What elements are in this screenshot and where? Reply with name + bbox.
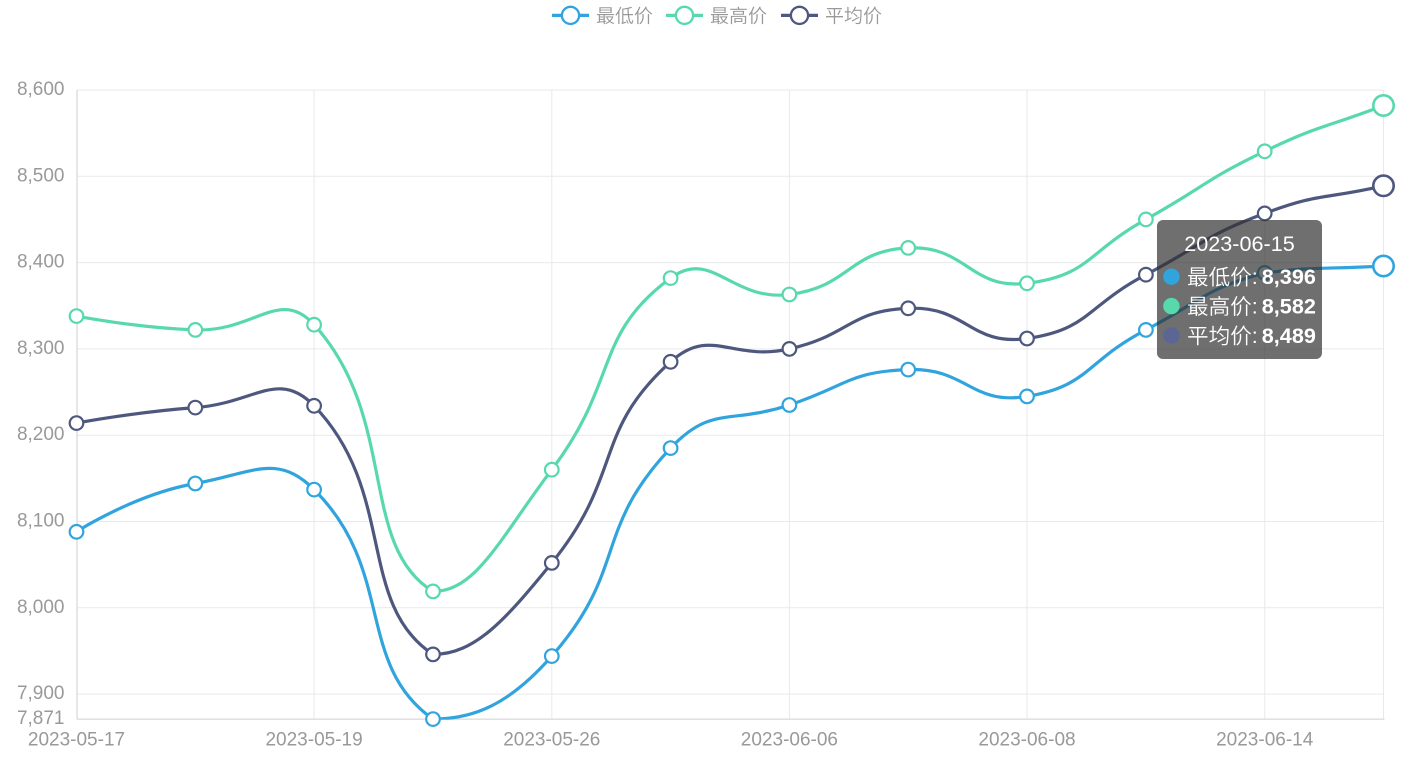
svg-text:8,489: 8,489	[1262, 323, 1316, 348]
svg-text::: :	[1252, 323, 1258, 348]
svg-text:2023-05-17: 2023-05-17	[28, 730, 125, 751]
svg-text:2023-06-14: 2023-06-14	[1216, 730, 1314, 751]
svg-text:8,000: 8,000	[17, 597, 65, 618]
svg-text:2023-06-08: 2023-06-08	[978, 730, 1075, 751]
svg-text:2023-06-15: 2023-06-15	[1184, 231, 1294, 256]
svg-text:8,600: 8,600	[17, 79, 65, 100]
svg-text:8,200: 8,200	[17, 424, 65, 445]
svg-text:7,871: 7,871	[17, 708, 65, 729]
svg-text:8,396: 8,396	[1262, 264, 1316, 289]
svg-text:8,300: 8,300	[17, 338, 65, 359]
svg-text:8,500: 8,500	[17, 165, 65, 186]
svg-text:2023-06-06: 2023-06-06	[741, 730, 838, 751]
svg-text:8,100: 8,100	[17, 511, 65, 532]
svg-text:8,582: 8,582	[1262, 294, 1316, 319]
svg-text::: :	[1252, 294, 1258, 319]
svg-text:8,400: 8,400	[17, 252, 65, 273]
svg-text:2023-05-26: 2023-05-26	[503, 730, 600, 751]
svg-text:7,900: 7,900	[17, 683, 65, 704]
svg-text:2023-05-19: 2023-05-19	[265, 730, 362, 751]
svg-text::: :	[1252, 264, 1258, 289]
